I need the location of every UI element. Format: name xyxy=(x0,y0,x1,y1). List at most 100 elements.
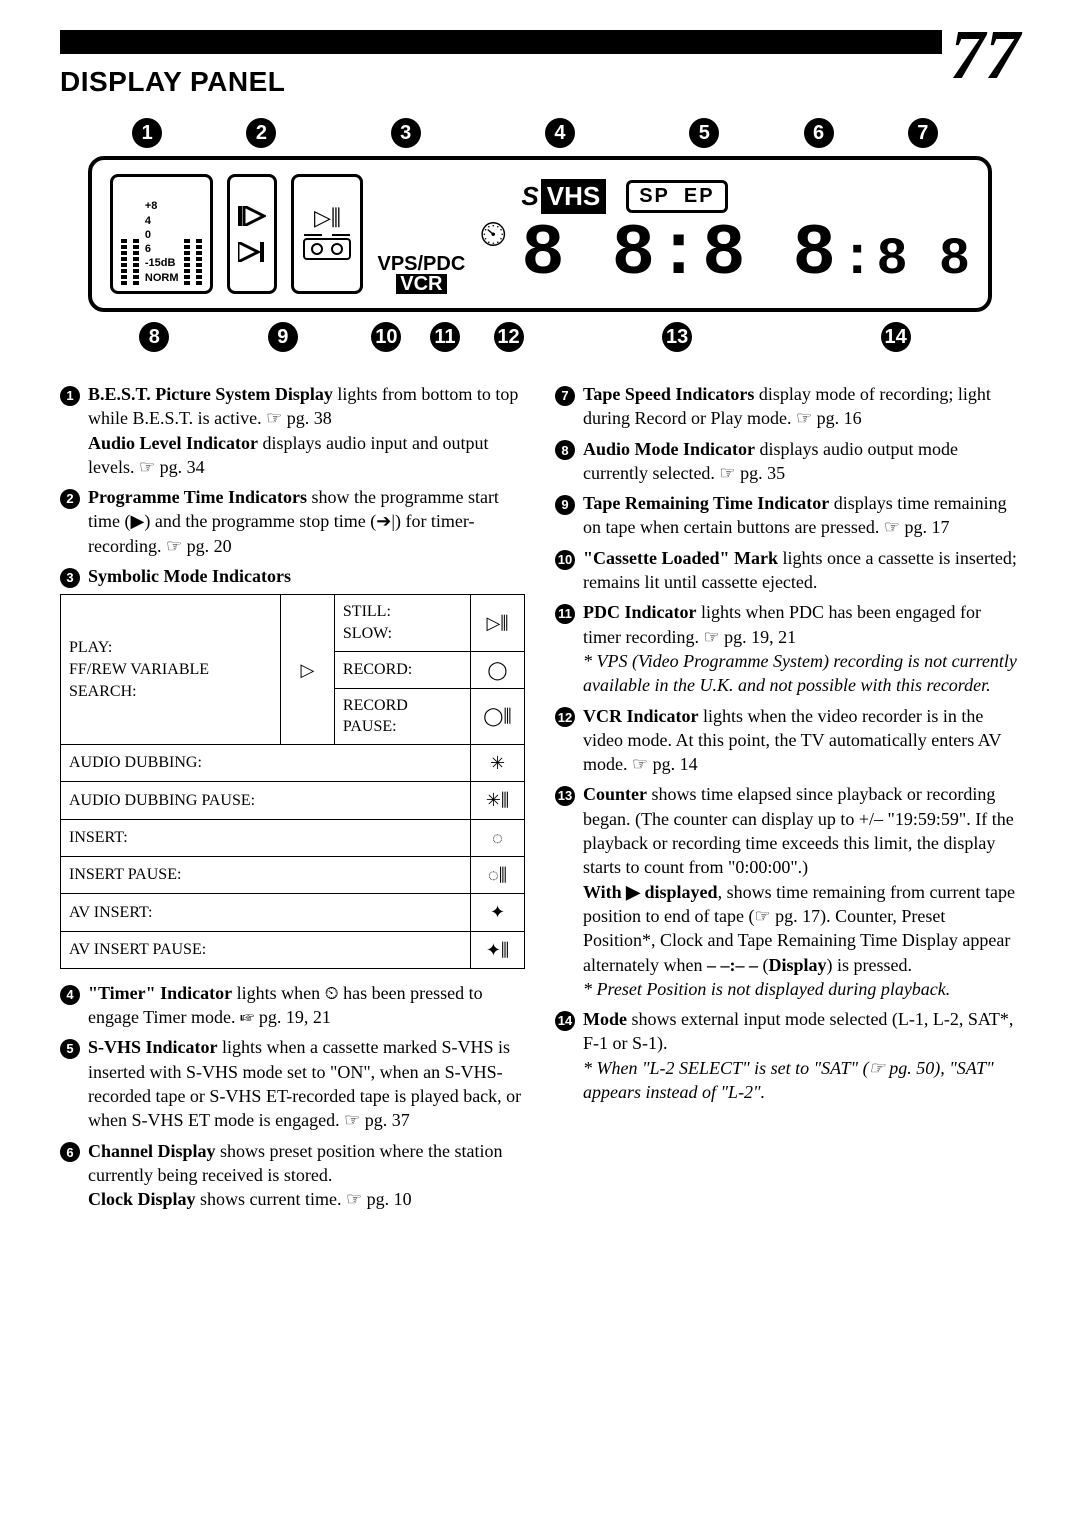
cell-av-insert: AV INSERT: xyxy=(61,894,471,931)
left-column: 1 B.E.S.T. Picture System Display lights … xyxy=(60,382,525,1218)
svhs-indicator: SVHS xyxy=(521,179,606,214)
item-body: Audio Mode Indicator displays audio outp… xyxy=(583,437,1020,486)
callout-11: 11 xyxy=(430,322,460,352)
item-body: Mode shows external input mode selected … xyxy=(583,1007,1020,1104)
callout-4: 4 xyxy=(545,118,575,148)
display-panel-diagram: 1 2 3 4 5 6 7 +8 4 0 6 -15dB NORM xyxy=(60,118,1020,352)
cell-record-pause: RECORD PAUSE: xyxy=(334,688,470,744)
symbolic-block: ▷⫼ xyxy=(291,174,363,294)
list-item: 9Tape Remaining Time Indicator displays … xyxy=(555,491,1020,540)
list-item: 4 "Timer" Indicator lights when ⏲ has bee… xyxy=(60,981,525,1030)
item-number: 6 xyxy=(60,1142,80,1162)
mode-table: PLAY:FF/REW VARIABLE SEARCH: ▷ STILL:SLO… xyxy=(60,594,525,968)
item-body: Counter shows time elapsed since playbac… xyxy=(583,782,1020,1001)
cell-audio-dub-icon: ✳ xyxy=(471,745,525,782)
item-number: 3 xyxy=(60,568,80,588)
item-number: 14 xyxy=(555,1011,575,1031)
cell-play: PLAY:FF/REW VARIABLE SEARCH: xyxy=(61,595,281,745)
callout-8: 8 xyxy=(139,322,169,352)
item-number: 11 xyxy=(555,604,575,624)
start-arrow-icon xyxy=(238,206,266,226)
callout-1: 1 xyxy=(132,118,162,148)
section-title: DISPLAY PANEL xyxy=(60,66,1020,98)
item-number: 13 xyxy=(555,786,575,806)
cell-audio-dub: AUDIO DUBBING: xyxy=(61,745,471,782)
callout-5: 5 xyxy=(689,118,719,148)
list-item: 14 Mode shows external input mode selecte… xyxy=(555,1007,1020,1104)
callout-10: 10 xyxy=(371,322,401,352)
callout-9: 9 xyxy=(268,322,298,352)
list-item: 13 Counter shows time elapsed since playb… xyxy=(555,782,1020,1001)
item-number: 7 xyxy=(555,386,575,406)
callout-2: 2 xyxy=(246,118,276,148)
level-meter-block: +8 4 0 6 -15dB NORM xyxy=(110,174,214,294)
item-number: 2 xyxy=(60,489,80,509)
callout-14: 14 xyxy=(881,322,911,352)
list-item: 5 S-VHS Indicator lights when a cassette … xyxy=(60,1035,525,1132)
right-column: 7 Tape Speed Indicators display mode of r… xyxy=(555,382,1020,1218)
cell-av-insert-pause: AV INSERT PAUSE: xyxy=(61,931,471,968)
callouts-bottom: 8 9 10 11 12 13 14 xyxy=(100,322,980,352)
stop-arrow-icon xyxy=(238,242,266,262)
list-item: 10 "Cassette Loaded" Mark lights once a c… xyxy=(555,546,1020,595)
list-item: 3 Symbolic Mode Indicators xyxy=(60,564,525,588)
prog-time-block xyxy=(227,174,277,294)
callout-3: 3 xyxy=(391,118,421,148)
callout-7: 7 xyxy=(908,118,938,148)
right-group: SVHS SP EP 8 8:8 8 : 8 8 xyxy=(521,179,970,290)
vps-vcr-block: VPS/PDC VCR xyxy=(377,254,465,294)
list-item: 8 Audio Mode Indicator displays audio out… xyxy=(555,437,1020,486)
list-item: 6 Channel Display shows preset position w… xyxy=(60,1139,525,1212)
item-body: VCR Indicator lights when the video reco… xyxy=(583,704,1020,777)
item-body: "Timer" Indicator lights when ⏲ has been… xyxy=(88,981,525,1030)
header-bar: 77 xyxy=(60,30,1020,54)
item-body: Programme Time Indicators show the progr… xyxy=(88,485,525,558)
item-number: 1 xyxy=(60,386,80,406)
cell-insert-pause-icon: ◌⫼ xyxy=(471,856,525,893)
item-body: B.E.S.T. Picture System Display lights f… xyxy=(88,382,525,479)
item-body: Symbolic Mode Indicators xyxy=(88,564,525,588)
item-number: 5 xyxy=(60,1039,80,1059)
sp-ep-box: SP EP xyxy=(626,180,727,213)
list-item: 11 PDC Indicator lights when PDC has been… xyxy=(555,600,1020,697)
cell-record-icon: ◯ xyxy=(471,651,525,688)
item-body: Channel Display shows preset position wh… xyxy=(88,1139,525,1212)
cell-insert-pause: INSERT PAUSE: xyxy=(61,856,471,893)
play-icon: ▷⫼ xyxy=(314,205,341,231)
cell-audio-dub-pause-icon: ✳⫼ xyxy=(471,782,525,819)
item-body: PDC Indicator lights when PDC has been e… xyxy=(583,600,1020,697)
vps-pdc-label: VPS/PDC xyxy=(377,254,465,274)
item-number: 12 xyxy=(555,707,575,727)
counter-digits: 8 8:8 8 xyxy=(521,218,837,290)
level-meter-2 xyxy=(184,239,202,285)
cell-still: STILL:SLOW: xyxy=(334,595,470,651)
cell-av-insert-pause-icon: ✦⫼ xyxy=(471,931,525,968)
cell-record-pause-icon: ◯⫼ xyxy=(471,688,525,744)
item-number: 4 xyxy=(60,985,80,1005)
cell-audio-dub-pause: AUDIO DUBBING PAUSE: xyxy=(61,782,471,819)
item-number: 10 xyxy=(555,550,575,570)
cell-still-icon: ▷⫼ xyxy=(471,595,525,651)
level-labels: +8 4 0 6 -15dB NORM xyxy=(145,199,179,285)
item-body: S-VHS Indicator lights when a cassette m… xyxy=(88,1035,525,1132)
callout-6: 6 xyxy=(804,118,834,148)
mode-digits: 8 8 xyxy=(877,230,971,289)
cell-av-insert-icon: ✦ xyxy=(471,894,525,931)
item-body: "Cassette Loaded" Mark lights once a cas… xyxy=(583,546,1020,595)
item-body: Tape Speed Indicators display mode of re… xyxy=(583,382,1020,431)
cell-insert: INSERT: xyxy=(61,819,471,856)
item-body: Tape Remaining Time Indicator displays t… xyxy=(583,491,1020,540)
level-meter xyxy=(121,239,139,285)
page-number: 77 xyxy=(942,16,1020,96)
callout-13: 13 xyxy=(662,322,692,352)
panel-body: +8 4 0 6 -15dB NORM ▷⫼ VPS/PDC VCR xyxy=(88,156,992,312)
cassette-icon xyxy=(302,233,352,263)
content-columns: 1 B.E.S.T. Picture System Display lights … xyxy=(60,382,1020,1218)
item-number: 8 xyxy=(555,440,575,460)
list-item: 1 B.E.S.T. Picture System Display lights … xyxy=(60,382,525,479)
callouts-top: 1 2 3 4 5 6 7 xyxy=(100,118,980,148)
vcr-label: VCR xyxy=(396,274,446,294)
cell-play-icon: ▷ xyxy=(280,595,334,745)
callout-12: 12 xyxy=(494,322,524,352)
timer-icon: ⏲ xyxy=(479,213,507,256)
